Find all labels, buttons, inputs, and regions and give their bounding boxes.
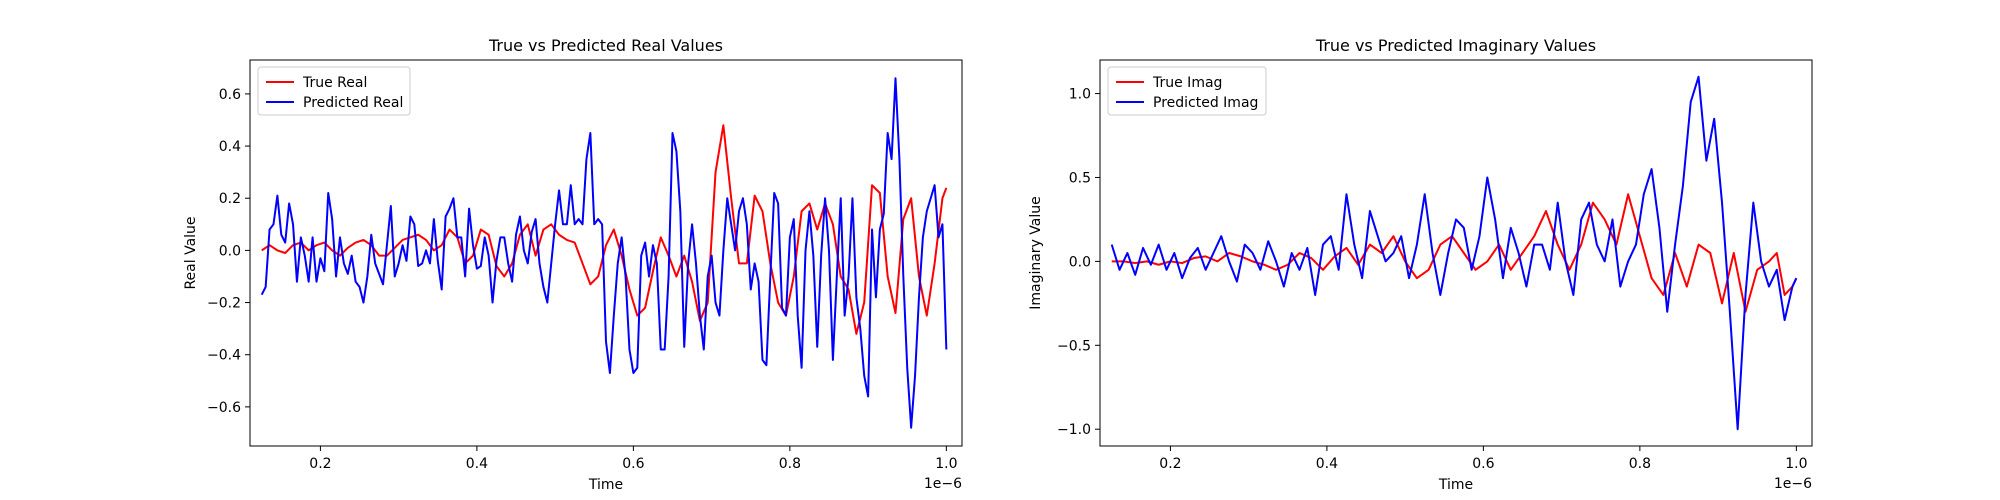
- x-offset-text: 1e−6: [924, 476, 962, 492]
- series-line-true-real: [261, 124, 948, 335]
- series-line-predicted-real: [260, 77, 948, 429]
- x-tick-label: 0.8: [1629, 456, 1651, 472]
- chart-panel-2: 0.2 0.4 0.6 0.8 1.0 −1.0 −0.5 0.0 0.5 1.0 1e−6 True…: [1028, 36, 1813, 493]
- chart-panel-1: 0.2 0.4 0.6 0.8 1.0 −0.6 −0.4 −0.2 0.0 0.2 0.4 0.6 1…: [183, 36, 963, 493]
- x-tick-label: 0.6: [622, 456, 644, 472]
- x-tick-label: 0.6: [1472, 456, 1494, 472]
- chart-title: True vs Predicted Real Values: [488, 36, 723, 55]
- legend-label: True Real: [302, 75, 367, 91]
- legend: True Real Predicted Real: [257, 66, 411, 116]
- x-offset-text: 1e−6: [1774, 476, 1812, 492]
- x-tick-label: 0.2: [309, 456, 331, 472]
- chart-title: True vs Predicted Imaginary Values: [1315, 36, 1596, 55]
- x-tick-label: 0.8: [779, 456, 801, 472]
- legend-box: [1107, 66, 1267, 116]
- y-tick-label: 0.5: [1069, 170, 1091, 186]
- y-tick-label: −0.4: [207, 348, 241, 364]
- series-line-true-imag: [1111, 193, 1798, 313]
- y-tick-label: 0.4: [219, 139, 241, 155]
- axes-frame: [249, 59, 963, 447]
- legend-label: Predicted Imag: [1153, 95, 1258, 111]
- y-axis-label: Imaginary Value: [1028, 196, 1044, 310]
- legend-box: [257, 66, 411, 116]
- x-tick-label: 0.2: [1159, 456, 1181, 472]
- y-tick-label: −1.0: [1057, 422, 1091, 438]
- y-tick-label: 0.2: [219, 191, 241, 207]
- x-axis-label: Time: [1438, 477, 1473, 493]
- x-tick-label: 1.0: [1785, 456, 1807, 472]
- x-tick-label: 0.4: [466, 456, 488, 472]
- y-tick-label: 0.0: [219, 243, 241, 259]
- x-axis-label: Time: [588, 477, 623, 493]
- y-tick-label: −0.5: [1057, 338, 1091, 354]
- y-tick-label: −0.2: [207, 296, 241, 312]
- y-tick-label: −0.6: [207, 400, 241, 416]
- y-tick-label: 0.0: [1069, 254, 1091, 270]
- legend-label: True Imag: [1152, 75, 1222, 91]
- x-tick-label: 0.4: [1316, 456, 1338, 472]
- legend: True Imag Predicted Imag: [1107, 66, 1267, 116]
- axes-frame: [1099, 59, 1813, 447]
- y-tick-label: 1.0: [1069, 87, 1091, 103]
- y-tick-label: 0.6: [219, 87, 241, 103]
- series-line-predicted-imag: [1110, 75, 1798, 431]
- x-tick-label: 1.0: [935, 456, 957, 472]
- y-axis-label: Real Value: [183, 216, 199, 289]
- legend-label: Predicted Real: [303, 95, 403, 111]
